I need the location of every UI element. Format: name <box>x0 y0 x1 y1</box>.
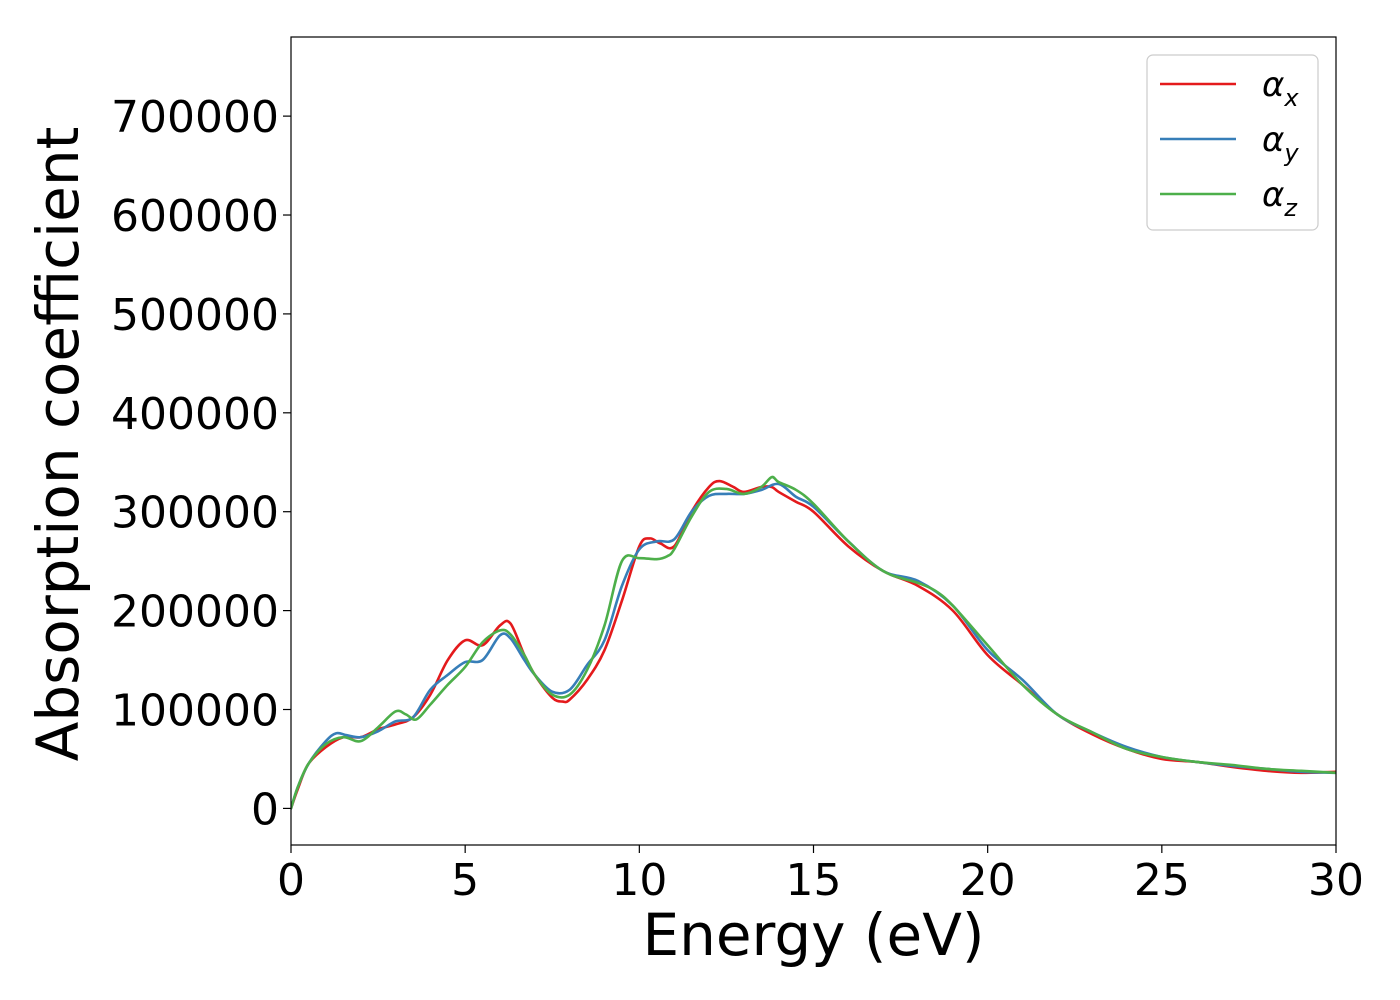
y-tick-label: 0 <box>251 784 279 835</box>
legend-symbol: α <box>1262 65 1284 105</box>
y-tick-label: 700000 <box>111 92 279 143</box>
legend-box <box>1146 54 1319 231</box>
x-tick-label: 10 <box>611 855 667 906</box>
y-tick-label: 400000 <box>111 389 279 440</box>
y-tick-label: 500000 <box>111 290 279 341</box>
y-tick-label: 200000 <box>111 587 279 638</box>
x-axis-ticks: 0 5 10 15 20 25 30 <box>277 845 1364 906</box>
legend-entry-z: αz <box>1262 175 1298 222</box>
x-tick-label: 20 <box>960 855 1016 906</box>
series-line-alpha-z <box>291 475 1336 810</box>
legend-entry-y: αy <box>1262 120 1299 167</box>
legend-symbol: α <box>1262 175 1284 215</box>
legend-entry-x: αx <box>1262 65 1299 112</box>
y-axis-label: Absorption coefficient <box>24 127 92 762</box>
x-tick-label: 15 <box>786 855 842 906</box>
x-axis-label: Energy (eV) <box>642 901 984 969</box>
legend-subscript: y <box>1283 139 1299 167</box>
x-tick-label: 30 <box>1308 855 1364 906</box>
y-axis-ticks: 0 100000 200000 300000 400000 500000 600000 700… <box>111 92 291 835</box>
legend-subscript: z <box>1283 194 1298 222</box>
y-tick-label: 100000 <box>111 686 279 737</box>
legend-subscript: x <box>1283 84 1299 112</box>
y-tick-label: 300000 <box>111 488 279 539</box>
x-tick-label: 0 <box>277 855 305 906</box>
x-tick-label: 25 <box>1134 855 1190 906</box>
y-tick-label: 600000 <box>111 191 279 242</box>
plot-lines <box>291 475 1336 810</box>
x-tick-label: 5 <box>451 855 479 906</box>
legend-symbol: α <box>1262 120 1284 160</box>
